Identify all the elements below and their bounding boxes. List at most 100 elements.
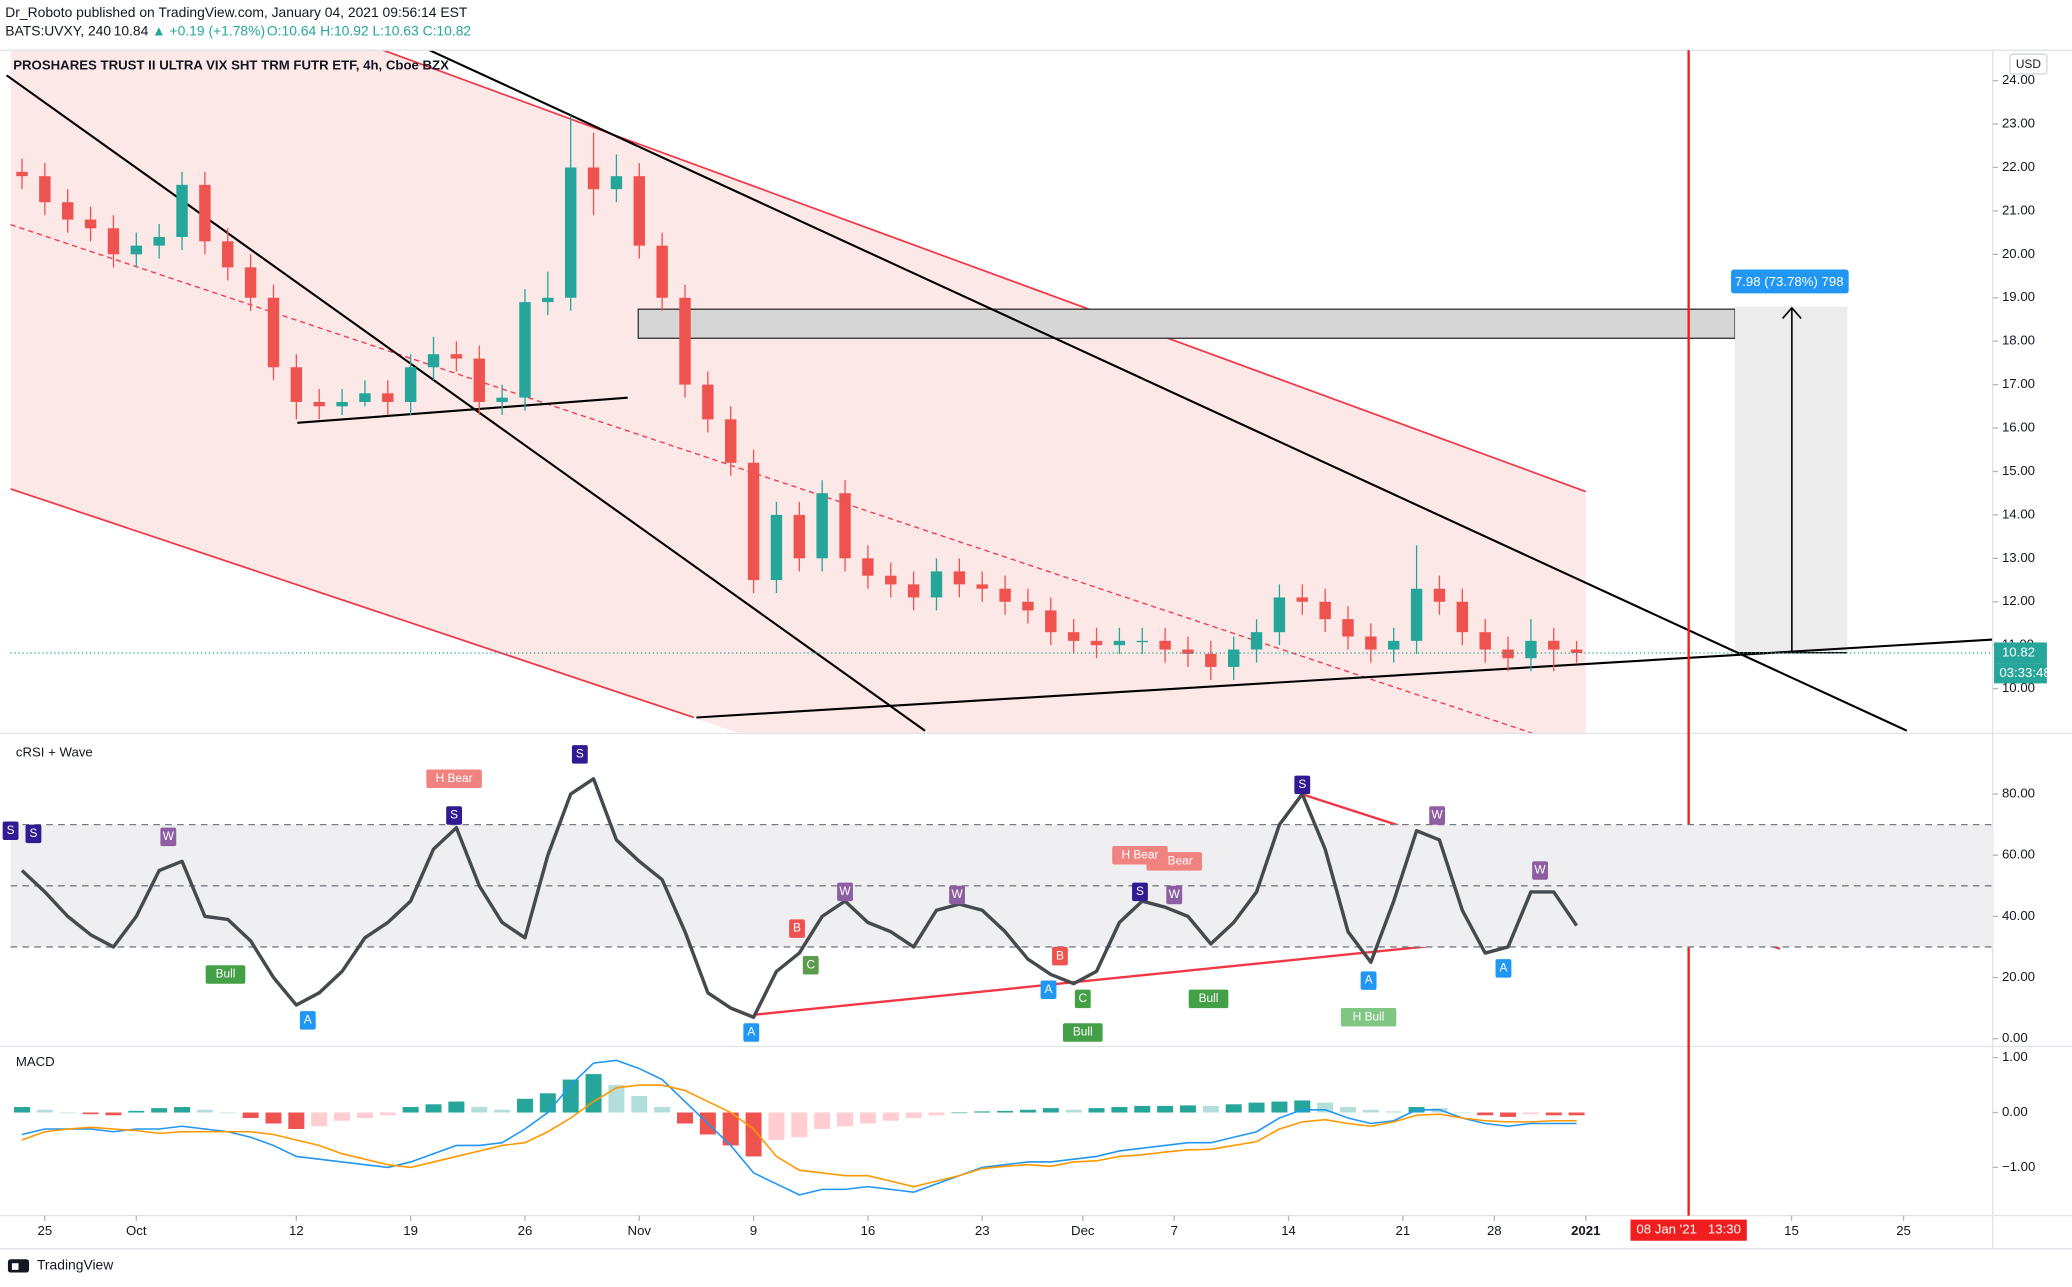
last: 10.84 <box>114 22 149 38</box>
candle-body <box>1067 632 1080 641</box>
candle-body <box>427 354 440 368</box>
cursor-tag <box>1630 1219 1747 1241</box>
histogram-bar <box>1019 1109 1036 1113</box>
trendline <box>297 396 628 424</box>
candle-body <box>290 367 303 402</box>
signal-label: A <box>747 1025 755 1039</box>
signal-tag <box>1429 806 1446 825</box>
histogram-bar <box>379 1112 396 1116</box>
candle-body <box>679 297 691 385</box>
histogram-bar <box>882 1112 899 1121</box>
channel-fill <box>10 50 1586 734</box>
candle-body <box>1022 601 1034 611</box>
histogram-bar <box>516 1098 533 1113</box>
channel-upper <box>382 49 1587 493</box>
histogram-bar <box>1065 1109 1082 1113</box>
signal-tag <box>789 919 805 938</box>
signal-tag <box>949 885 965 905</box>
candle-body <box>382 393 394 402</box>
histogram-bar <box>997 1110 1014 1113</box>
histogram-bar <box>745 1112 762 1157</box>
candle-body <box>907 584 920 598</box>
signal-tag <box>1132 882 1148 902</box>
signal-tag <box>1074 989 1091 1009</box>
candle-body <box>107 228 120 255</box>
macd-line <box>21 1059 1577 1196</box>
histogram-bar <box>1454 1112 1471 1114</box>
histogram-bar <box>288 1112 305 1129</box>
trendline <box>429 49 1908 732</box>
signal-label: W <box>1432 808 1444 822</box>
histogram-bar <box>425 1104 442 1113</box>
y-tick-label: −1.00 <box>2002 1159 2035 1174</box>
signal-tag <box>571 745 588 764</box>
histogram-bar <box>585 1074 602 1113</box>
histogram-bar <box>1271 1101 1288 1113</box>
x-tick-label: 16 <box>861 1223 876 1238</box>
candle-body <box>702 384 714 420</box>
candle-body <box>473 358 485 402</box>
candle-body <box>1273 597 1286 633</box>
x-tick-label: 28 <box>1487 1223 1502 1238</box>
signal-label: A <box>1365 973 1373 987</box>
histogram-bar <box>928 1112 945 1116</box>
candle-body <box>39 176 51 203</box>
histogram-bar <box>356 1112 373 1119</box>
histogram-bar <box>1568 1112 1585 1116</box>
histogram-bar <box>905 1112 922 1119</box>
crsi-line <box>20 777 1579 1019</box>
y-tick-label: 14.00 <box>2002 506 2035 521</box>
y-tick-label: 22.00 <box>2002 159 2035 174</box>
candle-body <box>564 167 577 298</box>
y-tick-label: 0.00 <box>2002 1030 2028 1045</box>
candle-body <box>1159 640 1171 650</box>
signal-label: S <box>1298 777 1306 791</box>
candle-body <box>62 202 74 220</box>
signal-label: S <box>7 823 15 837</box>
signal-tag <box>1166 885 1183 905</box>
signal-tag <box>802 956 819 975</box>
candle-body <box>153 236 165 246</box>
brand-logo <box>7 1259 30 1273</box>
x-tick-label: 2021 <box>1571 1223 1600 1238</box>
candle-body <box>130 245 143 255</box>
histogram-bar <box>1042 1108 1059 1113</box>
signal-label: A <box>304 1012 312 1026</box>
signal-label: Bull <box>1199 991 1219 1005</box>
x-tick-label: 23 <box>975 1223 990 1238</box>
histogram-bar <box>1202 1105 1219 1113</box>
candle-body <box>930 571 943 598</box>
histogram-bar <box>242 1112 259 1119</box>
signal-tag <box>160 827 177 847</box>
histogram-bar <box>608 1085 625 1113</box>
macd-line <box>21 1084 1577 1188</box>
x-tick-label: Oct <box>126 1223 147 1238</box>
histogram-bar <box>59 1112 76 1114</box>
candle-body <box>1548 640 1560 650</box>
y-tick-label: 18.00 <box>2002 333 2035 348</box>
candle-body <box>770 514 783 581</box>
signal-tag <box>1294 775 1311 795</box>
candle-body <box>359 393 371 402</box>
histogram-bar <box>974 1111 991 1113</box>
measure-arrow-head <box>1782 306 1802 319</box>
signal-tag <box>205 965 246 984</box>
candle-body <box>542 297 554 303</box>
signal-tag <box>1495 959 1512 978</box>
histogram-bar <box>654 1107 671 1113</box>
candle-body <box>1365 636 1377 650</box>
signal-label: Bull <box>216 967 236 981</box>
candle-body <box>839 493 851 559</box>
candle-body <box>1136 640 1148 643</box>
candle-body <box>1570 649 1583 654</box>
candle-body <box>336 401 348 407</box>
x-tick-label: 21 <box>1396 1223 1411 1238</box>
y-tick-label: 20.00 <box>2002 969 2035 984</box>
ohlc: O:10.64 H:10.92 L:10.63 C:10.82 <box>267 22 471 38</box>
candle-body <box>1227 649 1240 667</box>
signal-label: W <box>163 829 175 843</box>
countdown-tag <box>1994 663 2047 684</box>
measure-label-box <box>1731 269 1849 294</box>
candle-body <box>84 219 97 229</box>
